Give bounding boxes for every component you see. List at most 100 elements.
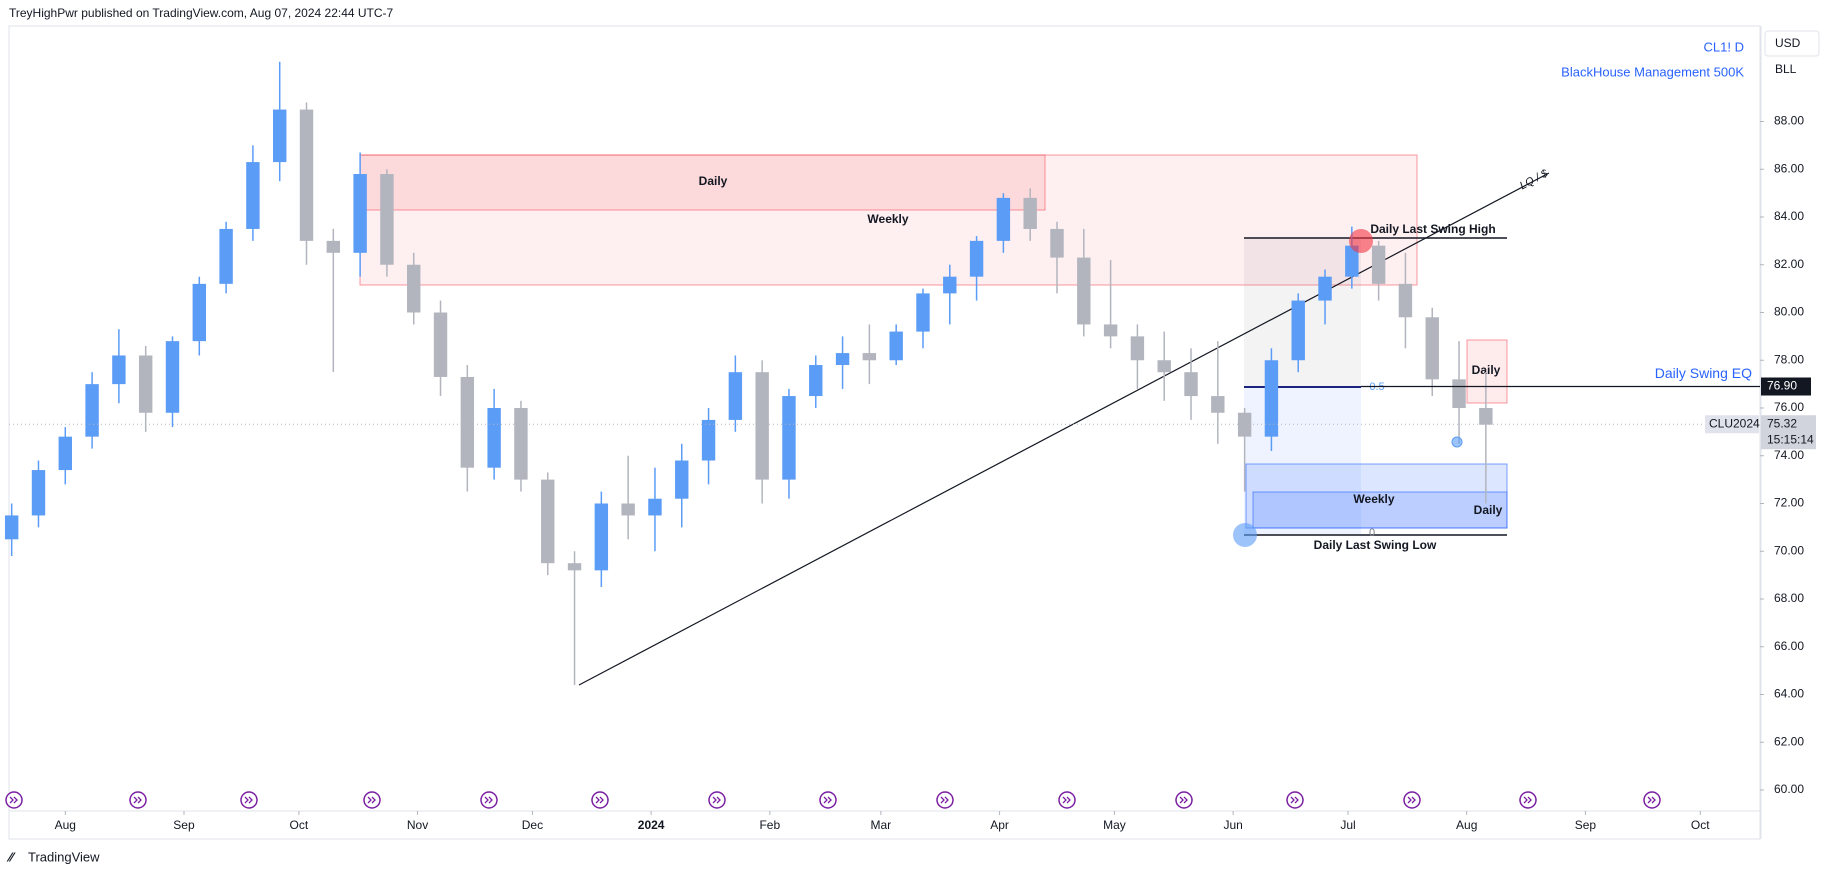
weekly-supply-zone [359, 154, 1418, 286]
candle-body [299, 109, 314, 241]
x-tick-label: Oct [290, 818, 309, 832]
swing-low-marker [1233, 523, 1257, 547]
event-arrow [1647, 796, 1656, 804]
events [5, 791, 1661, 809]
contract-label: CLU2024 [1709, 416, 1760, 430]
candle-body [862, 353, 877, 361]
x-tick-label: Apr [990, 818, 1009, 832]
x-tick-label: Feb [759, 818, 780, 832]
x-tick-label: Sep [173, 818, 195, 832]
candle-body [487, 407, 501, 468]
event-icon [591, 791, 609, 809]
event-icon [363, 791, 381, 809]
candle-body [782, 396, 796, 480]
y-tick-label: 62.00 [1774, 734, 1804, 748]
candle-body [219, 228, 233, 284]
zone-label: Daily [1472, 363, 1501, 377]
candle-body [326, 240, 341, 253]
candle-body [380, 174, 394, 265]
candle-body [112, 355, 126, 385]
y-tick-label: 88.00 [1774, 114, 1804, 128]
zone-label: Weekly [867, 212, 908, 226]
x-tick-label: Jun [1223, 818, 1242, 832]
fib-lower [1244, 387, 1361, 535]
currency[interactable]: USD [1775, 36, 1801, 50]
x-tick-label: Sep [1575, 818, 1597, 832]
y-tick-label: 82.00 [1774, 257, 1804, 271]
candle-body [541, 479, 555, 564]
y-tick-label: 86.00 [1774, 161, 1804, 175]
event-arrow [244, 796, 253, 804]
candle-body [246, 162, 260, 229]
candles [4, 61, 1493, 685]
y-tick-label: 74.00 [1774, 448, 1804, 462]
x-tick-label: 2024 [638, 818, 665, 832]
y-tick-label: 66.00 [1774, 639, 1804, 653]
daily-demand-zone [1252, 491, 1508, 529]
candle-body [1023, 197, 1037, 229]
candle-body [514, 407, 528, 480]
currency-button[interactable] [1764, 30, 1820, 57]
candle-body [1050, 228, 1064, 258]
y-tick-label: 72.00 [1774, 496, 1804, 510]
candle-body [1345, 245, 1359, 277]
header: TreyHighPwr published on TradingView.com… [9, 6, 394, 20]
x-tick-label: Mar [871, 818, 892, 832]
event-icon [819, 791, 837, 809]
chart-frame [8, 25, 1761, 840]
candle-body [943, 276, 957, 294]
event-arrow [823, 796, 832, 804]
event-arrow [595, 796, 604, 804]
candle-body [1318, 276, 1332, 301]
candle-body [165, 341, 180, 413]
footer-logo: ⁄⁄ [6, 849, 16, 864]
candle-body [1264, 360, 1279, 437]
y-tick-label: 76.00 [1774, 400, 1804, 414]
candle-body [916, 293, 930, 332]
event-arrow [367, 796, 376, 804]
candle-body [58, 436, 72, 471]
candle-body [1371, 245, 1386, 284]
candle-body [1479, 407, 1493, 425]
y-tick-label: 84.00 [1774, 209, 1804, 223]
candle-body [31, 470, 46, 516]
event-arrow [133, 796, 142, 804]
event-arrow [9, 796, 18, 804]
candle-body [1103, 324, 1118, 337]
event-arrow [940, 796, 949, 804]
eq-tag-label: 76.90 [1767, 379, 1797, 393]
fib-label: 0 [1369, 527, 1375, 539]
y-tick-label: 70.00 [1774, 543, 1804, 557]
candle-body [969, 240, 984, 277]
candle-body [728, 372, 743, 420]
event-icon [936, 791, 954, 809]
event-icon [708, 791, 726, 809]
last-price-label: 75.32 [1767, 416, 1797, 430]
candle-body [138, 355, 153, 413]
candle-body [809, 365, 823, 397]
candle-body [85, 384, 99, 437]
candle-body [567, 563, 582, 571]
candle-body [1184, 372, 1198, 397]
y-tick-label: 64.00 [1774, 687, 1804, 701]
swing-high-label: Daily Last Swing High [1370, 222, 1495, 236]
y-tick-label: 68.00 [1774, 591, 1804, 605]
candle-body [701, 419, 716, 461]
event-arrow [1407, 796, 1416, 804]
candle-body [407, 264, 421, 313]
unit[interactable]: BLL [1775, 62, 1797, 76]
candle-body [1398, 283, 1413, 318]
event-icon [1286, 791, 1304, 809]
event-icon [1519, 791, 1537, 809]
event-icon [240, 791, 258, 809]
zone-label: Daily [1474, 503, 1503, 517]
subtitle: BlackHouse Management 500K [1561, 64, 1744, 79]
candle-body [621, 503, 635, 516]
candle-body [1425, 317, 1439, 380]
candle-body [433, 312, 448, 377]
footer-brand: TradingView [28, 849, 100, 864]
x-tick-label: Dec [522, 818, 543, 832]
eq-tag [1761, 377, 1811, 396]
candle-body [1291, 300, 1305, 361]
